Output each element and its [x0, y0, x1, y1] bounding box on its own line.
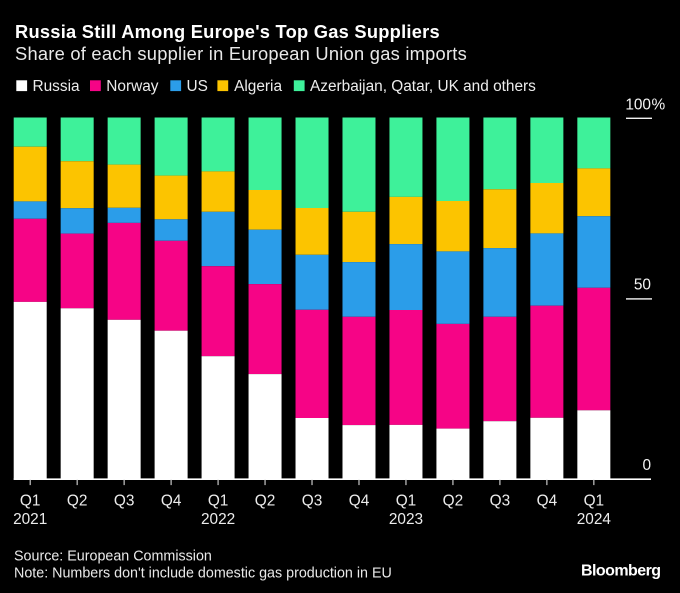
svg-text:Algeria: Algeria — [234, 78, 282, 95]
svg-text:2022: 2022 — [201, 511, 235, 528]
svg-text:Q3: Q3 — [490, 493, 511, 510]
svg-text:Russia: Russia — [33, 78, 80, 95]
svg-text:Q4: Q4 — [349, 493, 370, 510]
svg-text:Share of each supplier in Euro: Share of each supplier in European Union… — [15, 43, 467, 64]
svg-text:Note: Numbers don't include do: Note: Numbers don't include domestic gas… — [14, 566, 392, 582]
svg-text:2023: 2023 — [389, 511, 423, 528]
svg-text:2024: 2024 — [577, 511, 612, 528]
svg-text:0: 0 — [642, 457, 651, 474]
svg-text:Q2: Q2 — [443, 493, 464, 510]
svg-text:Source: European Commission: Source: European Commission — [14, 549, 212, 565]
svg-text:2021: 2021 — [13, 511, 47, 528]
svg-text:Q1: Q1 — [20, 493, 41, 510]
svg-text:Q2: Q2 — [67, 493, 88, 510]
svg-text:100: 100 — [625, 97, 651, 114]
svg-text:Q4: Q4 — [537, 493, 558, 510]
svg-text:50: 50 — [634, 276, 651, 293]
svg-text:Bloomberg: Bloomberg — [581, 563, 661, 580]
svg-text:Q3: Q3 — [114, 493, 135, 510]
svg-text:Q1: Q1 — [584, 493, 605, 510]
svg-text:Q3: Q3 — [302, 493, 323, 510]
svg-text:US: US — [187, 78, 208, 95]
svg-text:Norway: Norway — [106, 78, 158, 95]
svg-text:Azerbaijan, Qatar, UK and othe: Azerbaijan, Qatar, UK and others — [310, 78, 536, 95]
svg-text:%: % — [652, 97, 666, 114]
svg-text:Q1: Q1 — [396, 493, 417, 510]
svg-text:Q4: Q4 — [161, 493, 182, 510]
svg-text:Russia Still Among Europe's To: Russia Still Among Europe's Top Gas Supp… — [15, 21, 440, 42]
svg-text:Q2: Q2 — [255, 493, 276, 510]
svg-text:Q1: Q1 — [208, 493, 229, 510]
